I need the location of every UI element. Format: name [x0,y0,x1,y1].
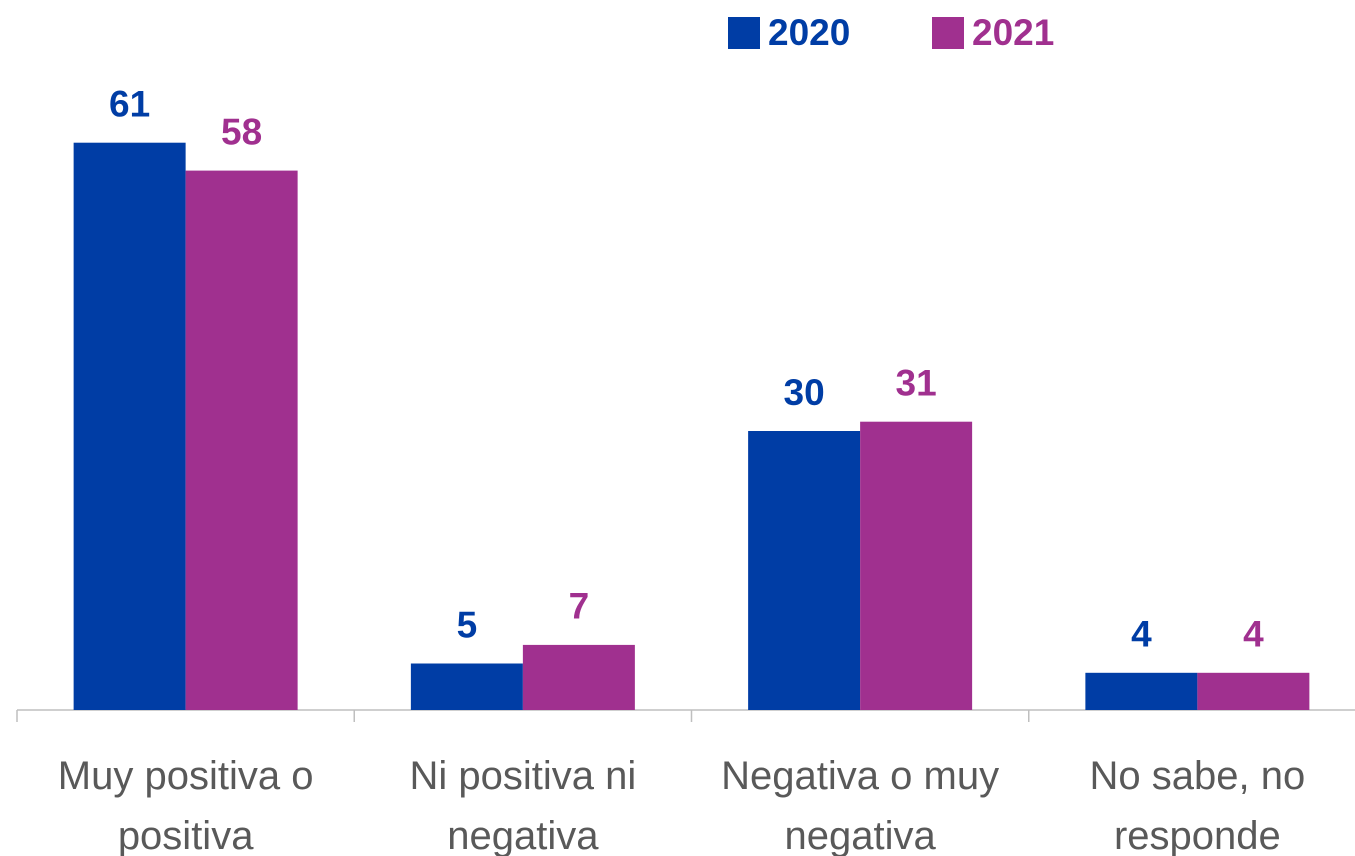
legend-label: 2020 [768,12,850,53]
data-label: 30 [784,372,825,413]
bar [748,431,861,710]
legend-swatch [932,17,964,49]
x-tick-label: Muy positiva o positiva [57,754,314,856]
bar [185,170,298,711]
bar [410,663,523,710]
bar [522,644,635,710]
data-label: 4 [1243,614,1264,655]
data-label: 7 [569,586,590,627]
legend-label: 2021 [972,12,1054,53]
bar [1197,672,1310,710]
data-label: 31 [896,362,937,403]
bar [73,142,186,710]
x-tick-label: No sabe, no responde [1089,754,1306,856]
bar [1085,672,1198,710]
data-label: 58 [221,111,262,152]
bar [860,421,973,710]
data-label: 4 [1131,614,1152,655]
data-label: 5 [457,604,478,645]
x-tick-label: Ni positiva ni negativa [409,754,637,856]
legend-swatch [728,17,760,49]
data-label: 61 [109,83,150,124]
x-tick-label: Negativa o muy negativa [721,754,1000,856]
